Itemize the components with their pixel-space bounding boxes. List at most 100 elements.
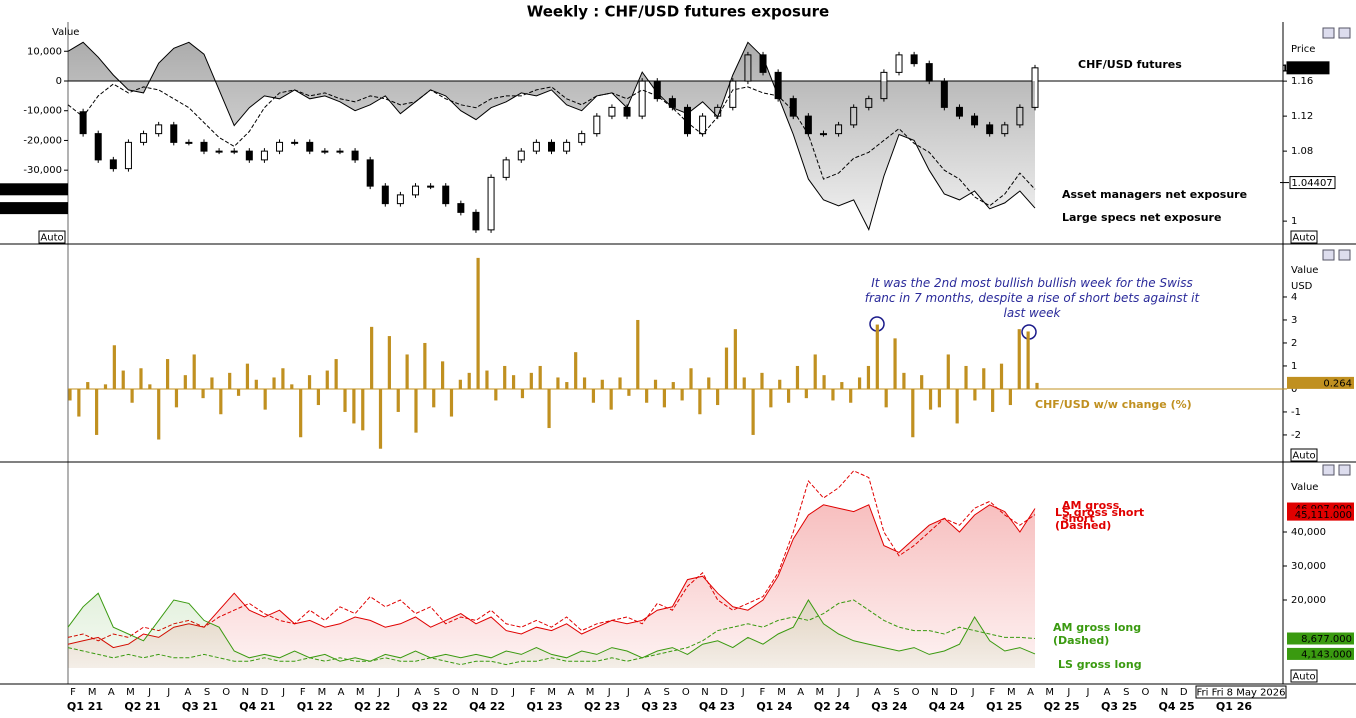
x-month-label: J — [1066, 687, 1070, 698]
candle-body — [457, 203, 465, 213]
candle-body — [276, 141, 284, 152]
x-quarter-label: Q3 24 — [871, 700, 907, 713]
auto-label: Auto — [1292, 451, 1315, 462]
bar — [937, 388, 942, 408]
y2-tick-label: -2 — [1291, 430, 1301, 441]
candle-body — [442, 185, 450, 205]
last-value-box — [1287, 508, 1354, 521]
bar — [636, 319, 640, 389]
bar — [902, 372, 906, 389]
auto-button[interactable] — [1290, 448, 1318, 462]
x-month-label: F — [760, 687, 766, 698]
candle-body — [608, 106, 616, 117]
x-month-label: M — [1045, 687, 1054, 698]
candle-body — [366, 159, 374, 187]
bar — [724, 347, 729, 389]
x-month-label: S — [204, 687, 210, 698]
bar — [245, 363, 250, 389]
x-quarter-label: Q1 24 — [756, 700, 792, 713]
x-month-label: A — [108, 687, 115, 698]
cursor-price: 1.04407 — [1291, 178, 1332, 189]
last-value-box — [1286, 61, 1330, 75]
candle-body — [925, 63, 933, 82]
bar — [130, 388, 134, 403]
area — [68, 593, 1035, 668]
x-month-label: J — [147, 687, 151, 698]
candle-body — [170, 124, 178, 143]
minimize-button[interactable] — [1322, 27, 1335, 39]
auto-button[interactable] — [1290, 230, 1318, 244]
bar — [982, 368, 986, 389]
y2-tick-label: 1.08 — [1291, 146, 1313, 157]
candle-body — [185, 141, 193, 144]
auto-button[interactable] — [1290, 669, 1318, 683]
close-button[interactable] — [1338, 27, 1351, 39]
x-month-label: O — [912, 687, 920, 698]
y-axis-title: Value — [52, 27, 79, 38]
minimize-button[interactable] — [1322, 249, 1335, 261]
candle-body — [699, 115, 707, 135]
x-quarter-label: Q4 21 — [239, 700, 275, 713]
close-button[interactable] — [1338, 249, 1351, 261]
bar — [955, 388, 959, 424]
bar — [893, 338, 897, 389]
bar — [1017, 329, 1021, 389]
candle-body — [729, 80, 737, 108]
bar — [343, 388, 347, 412]
bar — [1035, 382, 1039, 389]
x-month-label: A — [1027, 687, 1034, 698]
bar — [263, 388, 267, 410]
x-month-label: J — [166, 687, 170, 698]
bar — [928, 388, 933, 410]
bar — [520, 388, 525, 399]
candle-body — [215, 150, 223, 153]
x-quarter-label: Q2 25 — [1044, 700, 1080, 713]
bar — [183, 375, 187, 389]
series — [67, 592, 1036, 668]
x-month-label: N — [1161, 687, 1168, 698]
y2-tick-label: 1.12 — [1291, 111, 1313, 122]
legend-label: AM gross short — [1062, 499, 1120, 525]
x-quarter-label: Q2 24 — [814, 700, 850, 713]
bar — [68, 388, 72, 401]
bar — [973, 388, 977, 401]
candle-body — [502, 159, 510, 178]
x-month-label: J — [607, 687, 611, 698]
bar — [95, 388, 99, 435]
x-quarter-label: Q1 21 — [67, 700, 103, 713]
bar — [86, 382, 90, 389]
x-month-label: N — [471, 687, 478, 698]
y2-tick-label: 20,000 — [1291, 595, 1326, 606]
x-quarter-label: Q3 22 — [412, 700, 448, 713]
candle-body — [910, 54, 918, 65]
x-month-label: D — [950, 687, 958, 698]
x-month-label: D — [261, 687, 269, 698]
bar — [680, 388, 684, 401]
candle-body — [472, 211, 480, 231]
bar — [165, 359, 170, 389]
unit-label: USD — [1291, 281, 1313, 292]
line — [67, 470, 1036, 642]
auto-button[interactable] — [38, 230, 66, 244]
x-month-label: S — [1123, 687, 1129, 698]
candle-body — [245, 150, 253, 161]
close-button[interactable] — [1338, 464, 1351, 476]
candle-body — [532, 141, 540, 152]
x-month-label: J — [856, 687, 860, 698]
legend-label: LS gross short (Dashed) — [1055, 506, 1145, 532]
x-month-label: S — [893, 687, 899, 698]
x-month-label: D — [720, 687, 728, 698]
auto-label: Auto — [1292, 233, 1315, 244]
bar — [458, 379, 462, 389]
candle-body — [593, 115, 601, 135]
minimize-button[interactable] — [1322, 464, 1335, 476]
x-month-label: J — [281, 687, 285, 698]
x-month-label: J — [1085, 687, 1089, 698]
bar — [1026, 331, 1030, 389]
bar — [370, 326, 374, 389]
bar — [920, 375, 924, 389]
x-quarter-label: Q3 25 — [1101, 700, 1137, 713]
candle-body — [487, 176, 495, 231]
bar — [645, 388, 649, 403]
